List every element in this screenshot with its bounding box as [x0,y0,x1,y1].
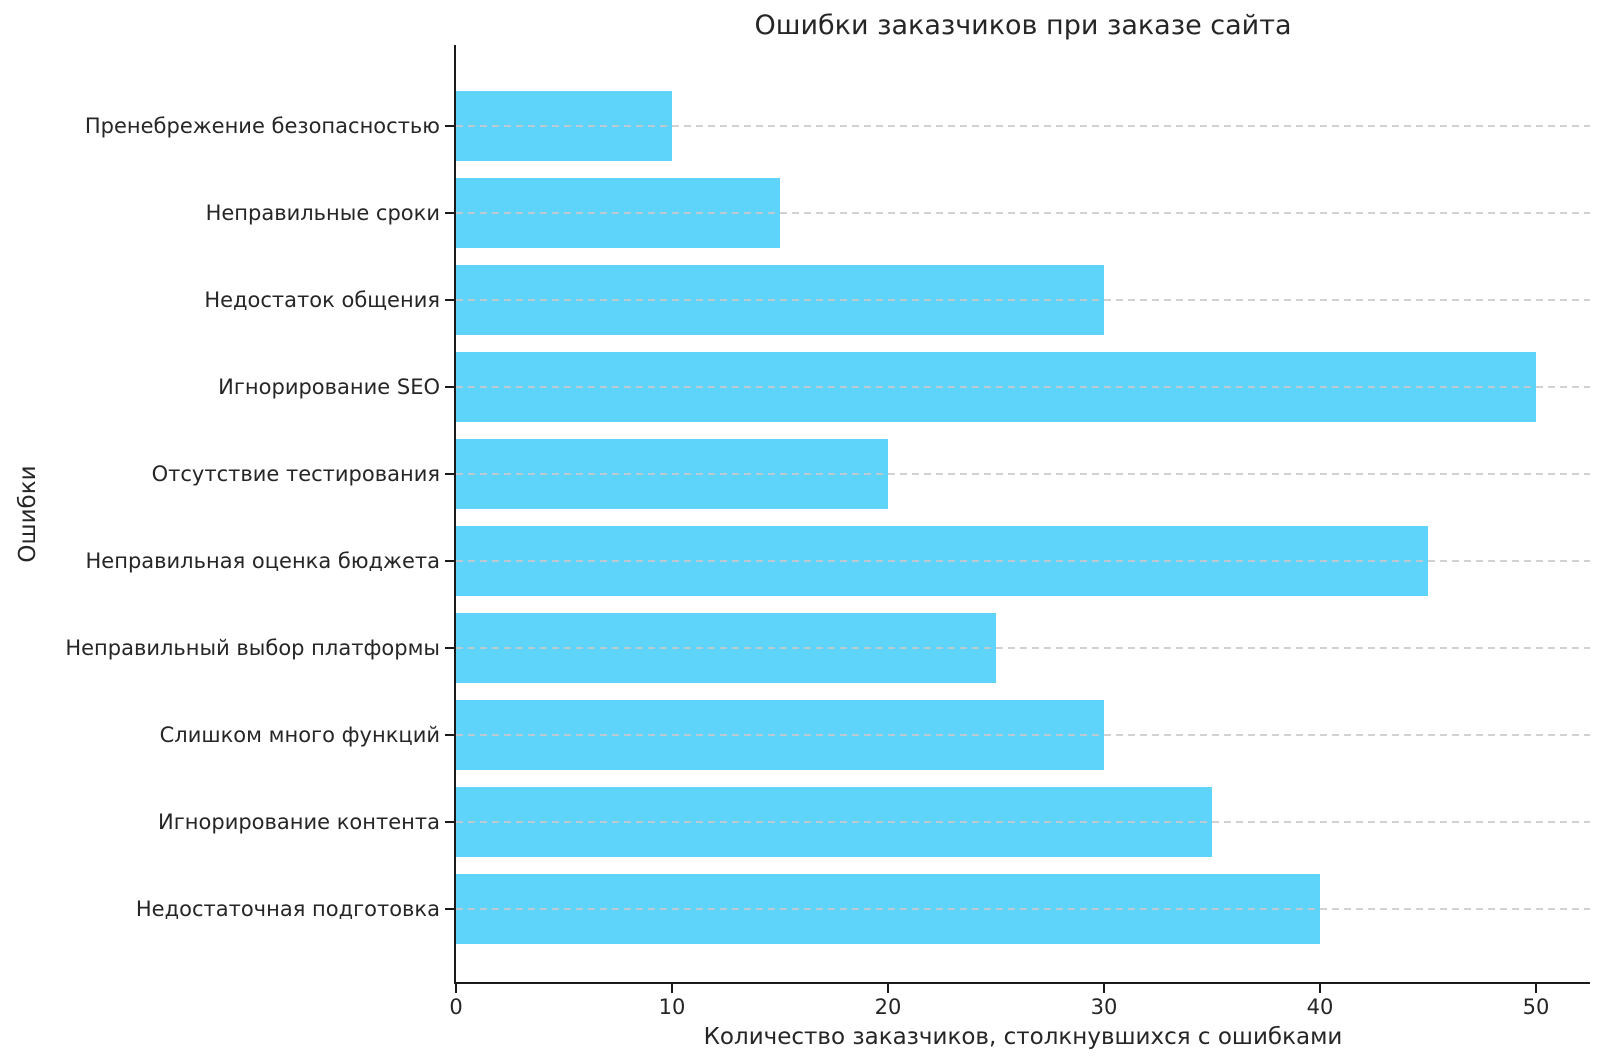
x-tick-label: 30 [1090,995,1118,1019]
category-label: Недостаточная подготовка [135,897,440,921]
gridline [456,734,1590,736]
plot-area [454,45,1590,984]
y-tick-mark [445,212,454,214]
gridline [456,125,1590,127]
category-label: Неправильные сроки [205,201,440,225]
x-tick-mark [1319,984,1321,993]
x-tick-label: 50 [1522,995,1550,1019]
x-tick-label: 10 [658,995,686,1019]
gridline [456,299,1590,301]
gridline [456,560,1590,562]
y-tick-mark [445,560,454,562]
x-axis-title: Количество заказчиков, столкнувшихся с о… [703,1024,1343,1050]
gridline [456,647,1590,649]
x-tick-mark [455,984,457,993]
x-tick-mark [671,984,673,993]
y-tick-mark [445,386,454,388]
x-tick-mark [1103,984,1105,993]
x-tick-mark [1535,984,1537,993]
x-tick-mark [887,984,889,993]
gridline [456,821,1590,823]
y-tick-mark [445,734,454,736]
category-label: Игнорирование SEO [218,375,440,399]
category-label: Отсутствие тестирования [151,462,440,486]
category-label: Неправильный выбор платформы [65,636,440,660]
gridline [456,473,1590,475]
y-tick-mark [445,473,454,475]
category-label: Игнорирование контента [158,810,440,834]
gridline [456,212,1590,214]
x-tick-label: 40 [1306,995,1334,1019]
y-tick-mark [445,908,454,910]
category-label: Слишком много функций [159,723,440,747]
chart-title: Ошибки заказчиков при заказе сайта [754,10,1292,41]
category-label: Пренебрежение безопасностью [84,114,440,138]
y-tick-mark [445,299,454,301]
gridline [456,908,1590,910]
x-tick-label: 0 [449,995,463,1019]
y-tick-mark [445,647,454,649]
y-tick-mark [445,821,454,823]
gridline [456,386,1590,388]
y-tick-mark [445,125,454,127]
category-label: Неправильная оценка бюджета [85,549,440,573]
category-label: Недостаток общения [204,288,440,312]
x-tick-label: 20 [874,995,902,1019]
